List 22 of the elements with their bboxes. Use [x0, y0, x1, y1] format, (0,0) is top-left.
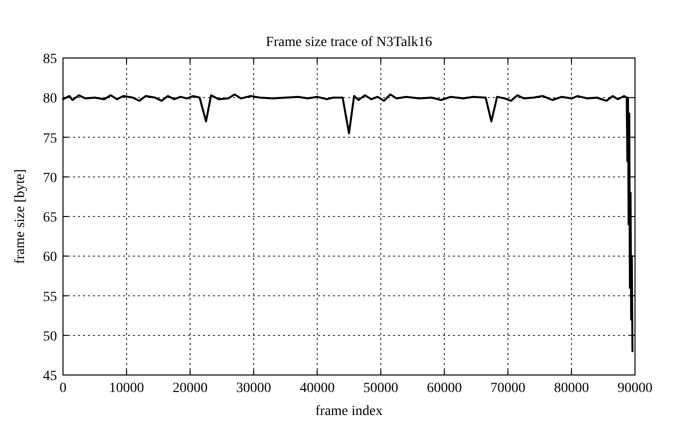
x-tick-label: 80000 [554, 381, 589, 396]
x-axis-title: frame index [315, 404, 383, 419]
y-tick-label: 60 [43, 250, 57, 266]
y-tick-label: 85 [43, 52, 57, 67]
y-axis-title: frame size [byte] [13, 169, 28, 264]
y-tick-label: 50 [43, 329, 57, 344]
x-tick-label: 60000 [426, 381, 462, 396]
x-tick-label: 40000 [300, 381, 335, 396]
x-tick-label: 0 [60, 381, 66, 396]
y-tick-label: 45 [43, 369, 57, 384]
x-tick-label: 50000 [363, 381, 398, 396]
x-tick-label: 30000 [236, 381, 272, 396]
y-tick-label: 80 [43, 92, 57, 107]
x-tick-label: 10000 [109, 381, 144, 396]
x-tick-label: 70000 [490, 381, 526, 396]
x-tick-label: 90000 [618, 381, 652, 396]
y-tick-label: 55 [43, 290, 57, 305]
x-tick-label: 20000 [172, 381, 208, 396]
chart-title: Frame size trace of N3Talk16 [266, 35, 432, 50]
y-tick-label: 65 [43, 210, 57, 226]
y-tick-label: 75 [43, 131, 57, 146]
y-tick-label: 70 [43, 170, 57, 186]
